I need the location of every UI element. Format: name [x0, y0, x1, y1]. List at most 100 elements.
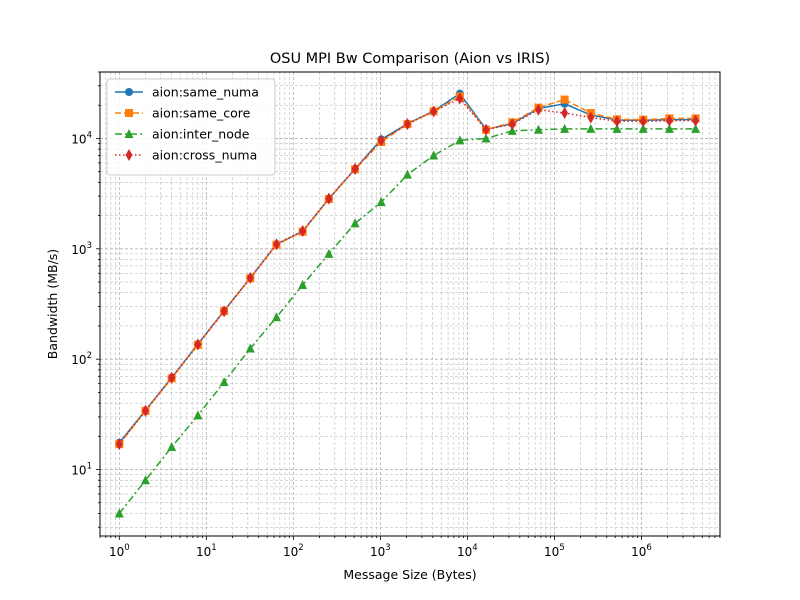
- data-point: [115, 438, 123, 451]
- data-point: [220, 305, 228, 318]
- series-aion-inter-node: [114, 123, 701, 518]
- x-tick-label-exponent: 1: [211, 543, 216, 553]
- data-point: [193, 410, 203, 420]
- legend-label: aion:cross_numa: [152, 148, 257, 163]
- x-tick-label-exponent: 0: [124, 543, 129, 553]
- y-tick-label-exponent: 4: [87, 130, 92, 140]
- axes-frame: [99, 71, 721, 537]
- series-layer: [114, 89, 701, 518]
- data-point: [612, 123, 622, 133]
- data-point: [561, 107, 569, 120]
- data-point: [324, 248, 334, 258]
- data-point: [587, 111, 595, 124]
- legend-item: aion:same_numa: [115, 85, 259, 100]
- data-point: [560, 123, 570, 133]
- data-point: [639, 115, 647, 128]
- data-point: [114, 508, 124, 518]
- x-tick-label-base: 10: [196, 545, 211, 559]
- data-point: [350, 218, 360, 228]
- x-tick-label-exponent: 5: [559, 543, 564, 553]
- legend-marker: [124, 129, 134, 138]
- data-point: [664, 123, 674, 133]
- y-tick-label-base: 10: [71, 464, 86, 478]
- legend: aion:same_numa aion:same_core aion:inter_n…: [106, 78, 276, 176]
- x-tick-label-exponent: 3: [385, 543, 390, 553]
- y-tick-label-exponent: 2: [87, 351, 92, 361]
- data-point: [271, 312, 281, 322]
- x-tick-label: 102: [283, 543, 304, 559]
- data-point: [665, 114, 673, 127]
- y-tick-label: 104: [71, 130, 92, 146]
- data-point: [508, 118, 516, 131]
- data-point: [638, 123, 648, 133]
- data-point: [141, 475, 151, 485]
- data-point: [613, 115, 621, 128]
- data-point: [429, 150, 439, 160]
- y-tick-label-exponent: 1: [87, 462, 92, 472]
- x-tick-label-exponent: 2: [298, 543, 303, 553]
- legend-marker: [125, 149, 133, 161]
- x-tick-label: 106: [631, 543, 652, 559]
- series-aion-cross-numa: [115, 92, 700, 451]
- data-point: [142, 404, 150, 417]
- x-tick-label-base: 10: [109, 545, 124, 559]
- y-axis-label: Bandwidth (MB/s): [45, 249, 60, 359]
- data-point: [194, 338, 202, 351]
- data-point: [325, 192, 333, 205]
- data-point: [351, 162, 359, 175]
- legend-item: aion:same_core: [115, 106, 251, 121]
- data-point: [272, 238, 280, 251]
- x-tick-label-exponent: 6: [646, 543, 651, 553]
- x-tick-label: 104: [457, 543, 478, 559]
- x-tick-label-base: 10: [283, 545, 298, 559]
- y-tick-label: 103: [71, 241, 92, 257]
- legend-marker: [125, 109, 133, 117]
- data-point: [560, 95, 569, 104]
- y-tick-label-base: 10: [71, 243, 86, 257]
- data-point: [168, 371, 176, 384]
- y-tick-label-base: 10: [71, 353, 86, 367]
- legend-marker: [125, 88, 133, 96]
- legend-item: aion:cross_numa: [115, 148, 257, 163]
- data-point: [692, 114, 700, 127]
- data-point: [246, 271, 254, 284]
- data-point: [533, 124, 543, 134]
- y-tick-label-base: 10: [71, 132, 86, 146]
- data-point: [402, 169, 412, 179]
- x-axis-label: Message Size (Bytes): [343, 567, 476, 582]
- x-tick-label: 105: [544, 543, 565, 559]
- data-point: [456, 92, 464, 105]
- x-tick-label-base: 10: [631, 545, 646, 559]
- legend-box: [106, 78, 276, 176]
- x-tick-label: 101: [196, 543, 217, 559]
- legend-item: aion:inter_node: [115, 127, 250, 142]
- data-point: [691, 123, 701, 133]
- data-point: [403, 118, 411, 131]
- legend-label: aion:same_core: [152, 106, 251, 121]
- chart-title: OSU MPI Bw Comparison (Aion vs IRIS): [270, 51, 550, 67]
- data-point: [481, 133, 491, 143]
- data-point: [377, 134, 385, 147]
- legend-label: aion:same_numa: [152, 85, 259, 100]
- data-point: [455, 135, 465, 145]
- data-point: [534, 103, 542, 116]
- y-tick-label: 101: [71, 462, 92, 478]
- data-point: [376, 197, 386, 207]
- x-tick-label-base: 10: [544, 545, 559, 559]
- y-tick-label-exponent: 3: [87, 241, 92, 251]
- data-point: [245, 343, 255, 353]
- data-point: [430, 105, 438, 118]
- data-point: [299, 225, 307, 238]
- x-tick-label-exponent: 4: [472, 543, 477, 553]
- x-tick-label: 103: [370, 543, 391, 559]
- data-point: [167, 442, 177, 452]
- data-point: [507, 125, 517, 135]
- data-point: [298, 280, 308, 290]
- data-point: [586, 123, 596, 133]
- y-tick-label: 102: [71, 351, 92, 367]
- legend-label: aion:inter_node: [152, 127, 250, 142]
- data-point: [219, 377, 229, 387]
- x-tick-label-base: 10: [370, 545, 385, 559]
